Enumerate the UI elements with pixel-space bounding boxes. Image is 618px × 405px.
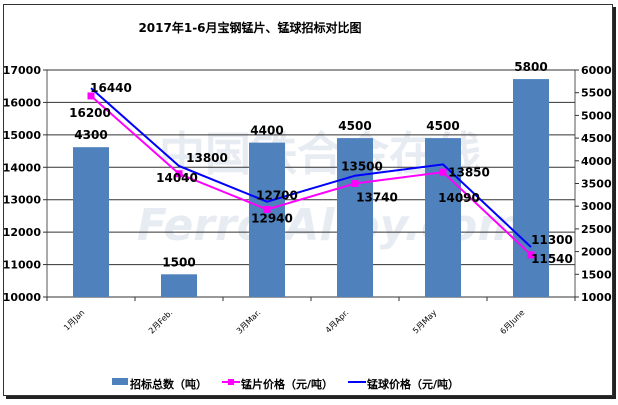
x-tick-label: 4月Apr. [324,308,351,335]
right-tick-label: 1000 [581,291,612,304]
bar-data-label: 4500 [426,119,459,133]
right-tick-label: 2500 [581,223,612,236]
bar [249,142,285,297]
bar [161,274,197,297]
x-tick-label: 5月May [411,308,439,336]
left-tick-label: 12000 [3,226,42,239]
legend-label: 锰片价格（元/吨） [241,377,333,391]
left-tick-label: 13000 [3,194,42,207]
legend-marker [228,379,234,385]
line-mn-flake [90,95,532,256]
bar-data-label: 4300 [74,128,107,142]
left-tick-label: 14000 [3,161,42,174]
line-data-label: 13740 [356,191,398,205]
line-data-label: 16440 [90,81,132,95]
line-data-label: 13850 [448,165,490,179]
line-marker [527,251,535,259]
right-tick-label: 4500 [581,132,612,145]
watermark-en: Ferro-Alloy.com [137,200,523,251]
chart-title: 2017年1-6月宝钢锰片、锰球招标对比图 [138,20,361,35]
legend-swatch-bar [112,378,128,385]
line-data-label: 13800 [186,151,228,165]
right-tick-label: 5500 [581,87,612,100]
x-tick-label: 1月Jan [62,308,86,332]
right-tick-label: 1500 [581,268,612,281]
line-data-label: 13500 [341,160,383,174]
line-data-label: 11540 [531,252,573,266]
plot-area [46,69,576,298]
line-mn-ball [90,87,532,248]
x-tick-label: 2月Feb. [147,308,174,335]
bar-data-label: 4400 [250,124,283,138]
legend-label: 招标总数（吨） [130,377,207,391]
right-tick-label: 3000 [581,200,612,213]
line-marker [175,170,183,178]
line-data-label: 14040 [156,171,198,185]
line-data-label: 16200 [69,106,111,120]
bar [73,147,109,297]
bar [337,138,373,297]
legend-label: 锰球价格（元/吨） [367,377,459,391]
right-tick-label: 2000 [581,246,612,259]
bar [425,138,461,297]
bar-data-label: 1500 [162,255,195,269]
bar-data-label: 4500 [338,119,371,133]
left-tick-label: 11000 [3,259,42,272]
left-tick-label: 17000 [3,64,42,77]
left-tick-label: 15000 [3,129,42,142]
line-marker [263,205,271,213]
x-tick-label: 6月June [498,308,526,336]
line-marker [439,168,447,176]
right-tick-label: 3500 [581,178,612,191]
line-marker [87,92,95,100]
bar-data-label: 5800 [514,60,547,74]
bar [513,79,549,297]
right-tick-label: 5000 [581,109,612,122]
line-marker [351,180,359,187]
x-tick-label: 3月Mar. [235,308,263,336]
line-data-label: 11300 [531,233,573,247]
line-data-label: 12940 [251,211,293,225]
left-tick-label: 10000 [3,291,42,304]
right-tick-label: 6000 [581,64,612,77]
line-data-label: 14090 [438,191,480,205]
right-tick-label: 4000 [581,155,612,168]
line-data-label: 12700 [256,189,298,203]
left-tick-label: 16000 [3,96,42,109]
